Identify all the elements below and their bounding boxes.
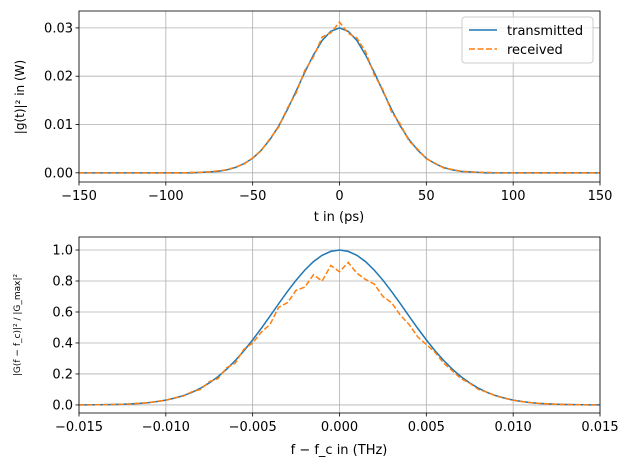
bottom-x-tick-label: −0.005 <box>229 420 277 435</box>
top-y-tick-label: 0.00 <box>44 166 73 181</box>
top-x-axis-label: t in (ps) <box>314 210 364 225</box>
top-y-tick-label: 0.02 <box>44 70 73 85</box>
bottom-axes-spectrum: −0.015 −0.010 −0.005 0.000 0.005 0.010 0.015 0.… <box>52 236 619 435</box>
bottom-y-tick-label: 0.6 <box>52 305 73 320</box>
bottom-y-tick-label: 0.8 <box>52 275 73 290</box>
bottom-x-tick-label: −0.010 <box>142 420 190 435</box>
top-y-axis-label: |g(t)|² in (W) <box>13 60 27 134</box>
top-x-tick-label: 0 <box>335 189 343 204</box>
bottom-x-tick-label: 0.000 <box>321 420 358 435</box>
top-x-tick-label: 150 <box>588 189 613 204</box>
bottom-y-tick-label: 0.2 <box>52 367 73 382</box>
legend-label-received: received <box>507 43 563 58</box>
top-axes-frame <box>78 10 601 183</box>
top-x-tick-label: −150 <box>61 189 97 204</box>
legend-frame <box>461 16 594 64</box>
bottom-x-tick-label: 0.010 <box>495 420 532 435</box>
top-x-tick-label: −100 <box>148 189 184 204</box>
top-x-tick-label: 100 <box>501 189 526 204</box>
top-axes-time-domain: −150 −100 −50 0 50 100 150 0.00 0.01 0.02 0.03 <box>44 10 613 204</box>
top-series-received-line <box>79 20 600 174</box>
top-y-tick-label: 0.01 <box>44 118 73 133</box>
legend-label-transmitted: transmitted <box>507 24 583 39</box>
bottom-series-received-line <box>79 261 600 406</box>
bottom-x-axis-label: f − f_c in (THz) <box>291 443 388 458</box>
bottom-y-axis-label: |G(f − f_c)|² / |G_max|² <box>13 273 23 376</box>
bottom-y-tick-label: 0.0 <box>52 398 73 413</box>
bottom-y-tick-label: 1.0 <box>52 244 73 259</box>
top-x-tick-label: −50 <box>239 189 266 204</box>
top-y-tick-label: 0.03 <box>44 21 73 36</box>
bottom-x-tick-label: 0.015 <box>581 420 618 435</box>
bottom-axes-frame <box>78 236 601 414</box>
bottom-y-tick-label: 0.4 <box>52 336 73 351</box>
legend: transmitted received <box>461 16 594 64</box>
bottom-x-tick-label: −0.015 <box>55 420 103 435</box>
bottom-x-tick-label: 0.005 <box>408 420 445 435</box>
top-x-tick-label: 50 <box>418 189 435 204</box>
